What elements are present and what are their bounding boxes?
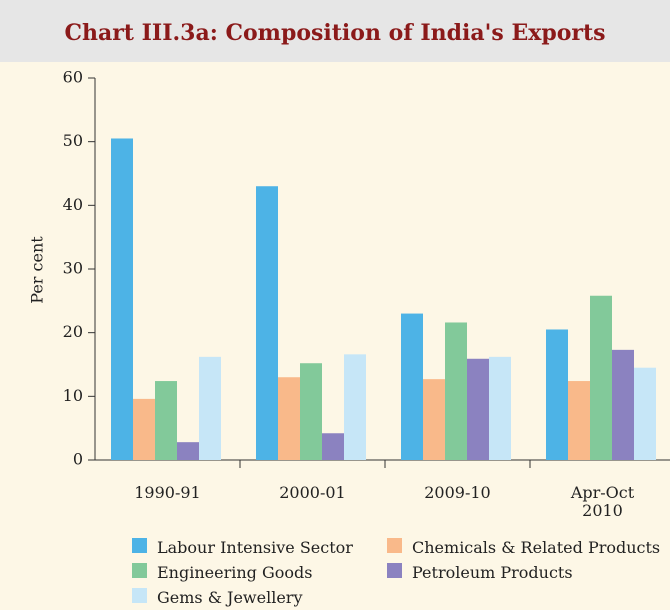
bar xyxy=(590,295,612,460)
legend-entry: Chemicals & Related Products xyxy=(387,536,660,557)
x-tick-label: 2000-01 xyxy=(279,483,346,502)
legend-swatch xyxy=(132,588,147,603)
bar xyxy=(546,329,568,460)
bar xyxy=(199,356,221,460)
bar xyxy=(634,367,656,460)
legend-swatch xyxy=(387,563,402,578)
bar xyxy=(300,363,322,460)
legend-entry: Petroleum Products xyxy=(387,561,573,582)
legend-label: Chemicals & Related Products xyxy=(412,538,661,557)
bar xyxy=(177,442,199,460)
bar xyxy=(256,186,278,460)
legend-swatch xyxy=(132,538,147,553)
chart-title: Chart III.3a: Composition of India's Exp… xyxy=(0,0,670,62)
bar xyxy=(401,313,423,460)
bar xyxy=(612,349,634,460)
y-tick-label: 30 xyxy=(63,259,83,278)
bar xyxy=(467,358,489,460)
bar xyxy=(568,381,590,460)
bar xyxy=(322,433,344,460)
legend-label: Engineering Goods xyxy=(157,563,313,582)
y-tick-label: 20 xyxy=(63,322,83,341)
bar xyxy=(155,381,177,460)
legend-label: Gems & Jewellery xyxy=(157,588,303,607)
bar xyxy=(344,354,366,460)
y-tick-label: 50 xyxy=(63,131,83,150)
y-tick-label: 60 xyxy=(63,68,83,87)
bar xyxy=(111,138,133,460)
bar xyxy=(489,356,511,460)
y-tick-label: 40 xyxy=(63,195,83,214)
legend-swatch xyxy=(132,563,147,578)
y-tick-label: 10 xyxy=(63,386,83,405)
legend-label: Petroleum Products xyxy=(412,563,573,582)
x-tick-label: 1990-91 xyxy=(134,483,201,502)
y-axis-label: Per cent xyxy=(28,236,47,304)
bar xyxy=(423,379,445,460)
legend-entry: Engineering Goods xyxy=(132,561,312,582)
x-tick-label: Apr-Oct 2010 xyxy=(570,483,635,520)
x-tick-label: 2009-10 xyxy=(424,483,491,502)
legend-entry: Gems & Jewellery xyxy=(132,586,302,607)
legend-swatch xyxy=(387,538,402,553)
legend-label: Labour Intensive Sector xyxy=(157,538,353,557)
bar xyxy=(278,377,300,460)
legend-entry: Labour Intensive Sector xyxy=(132,536,353,557)
y-tick-label: 0 xyxy=(73,450,83,469)
bar xyxy=(133,398,155,460)
bar xyxy=(445,322,467,460)
